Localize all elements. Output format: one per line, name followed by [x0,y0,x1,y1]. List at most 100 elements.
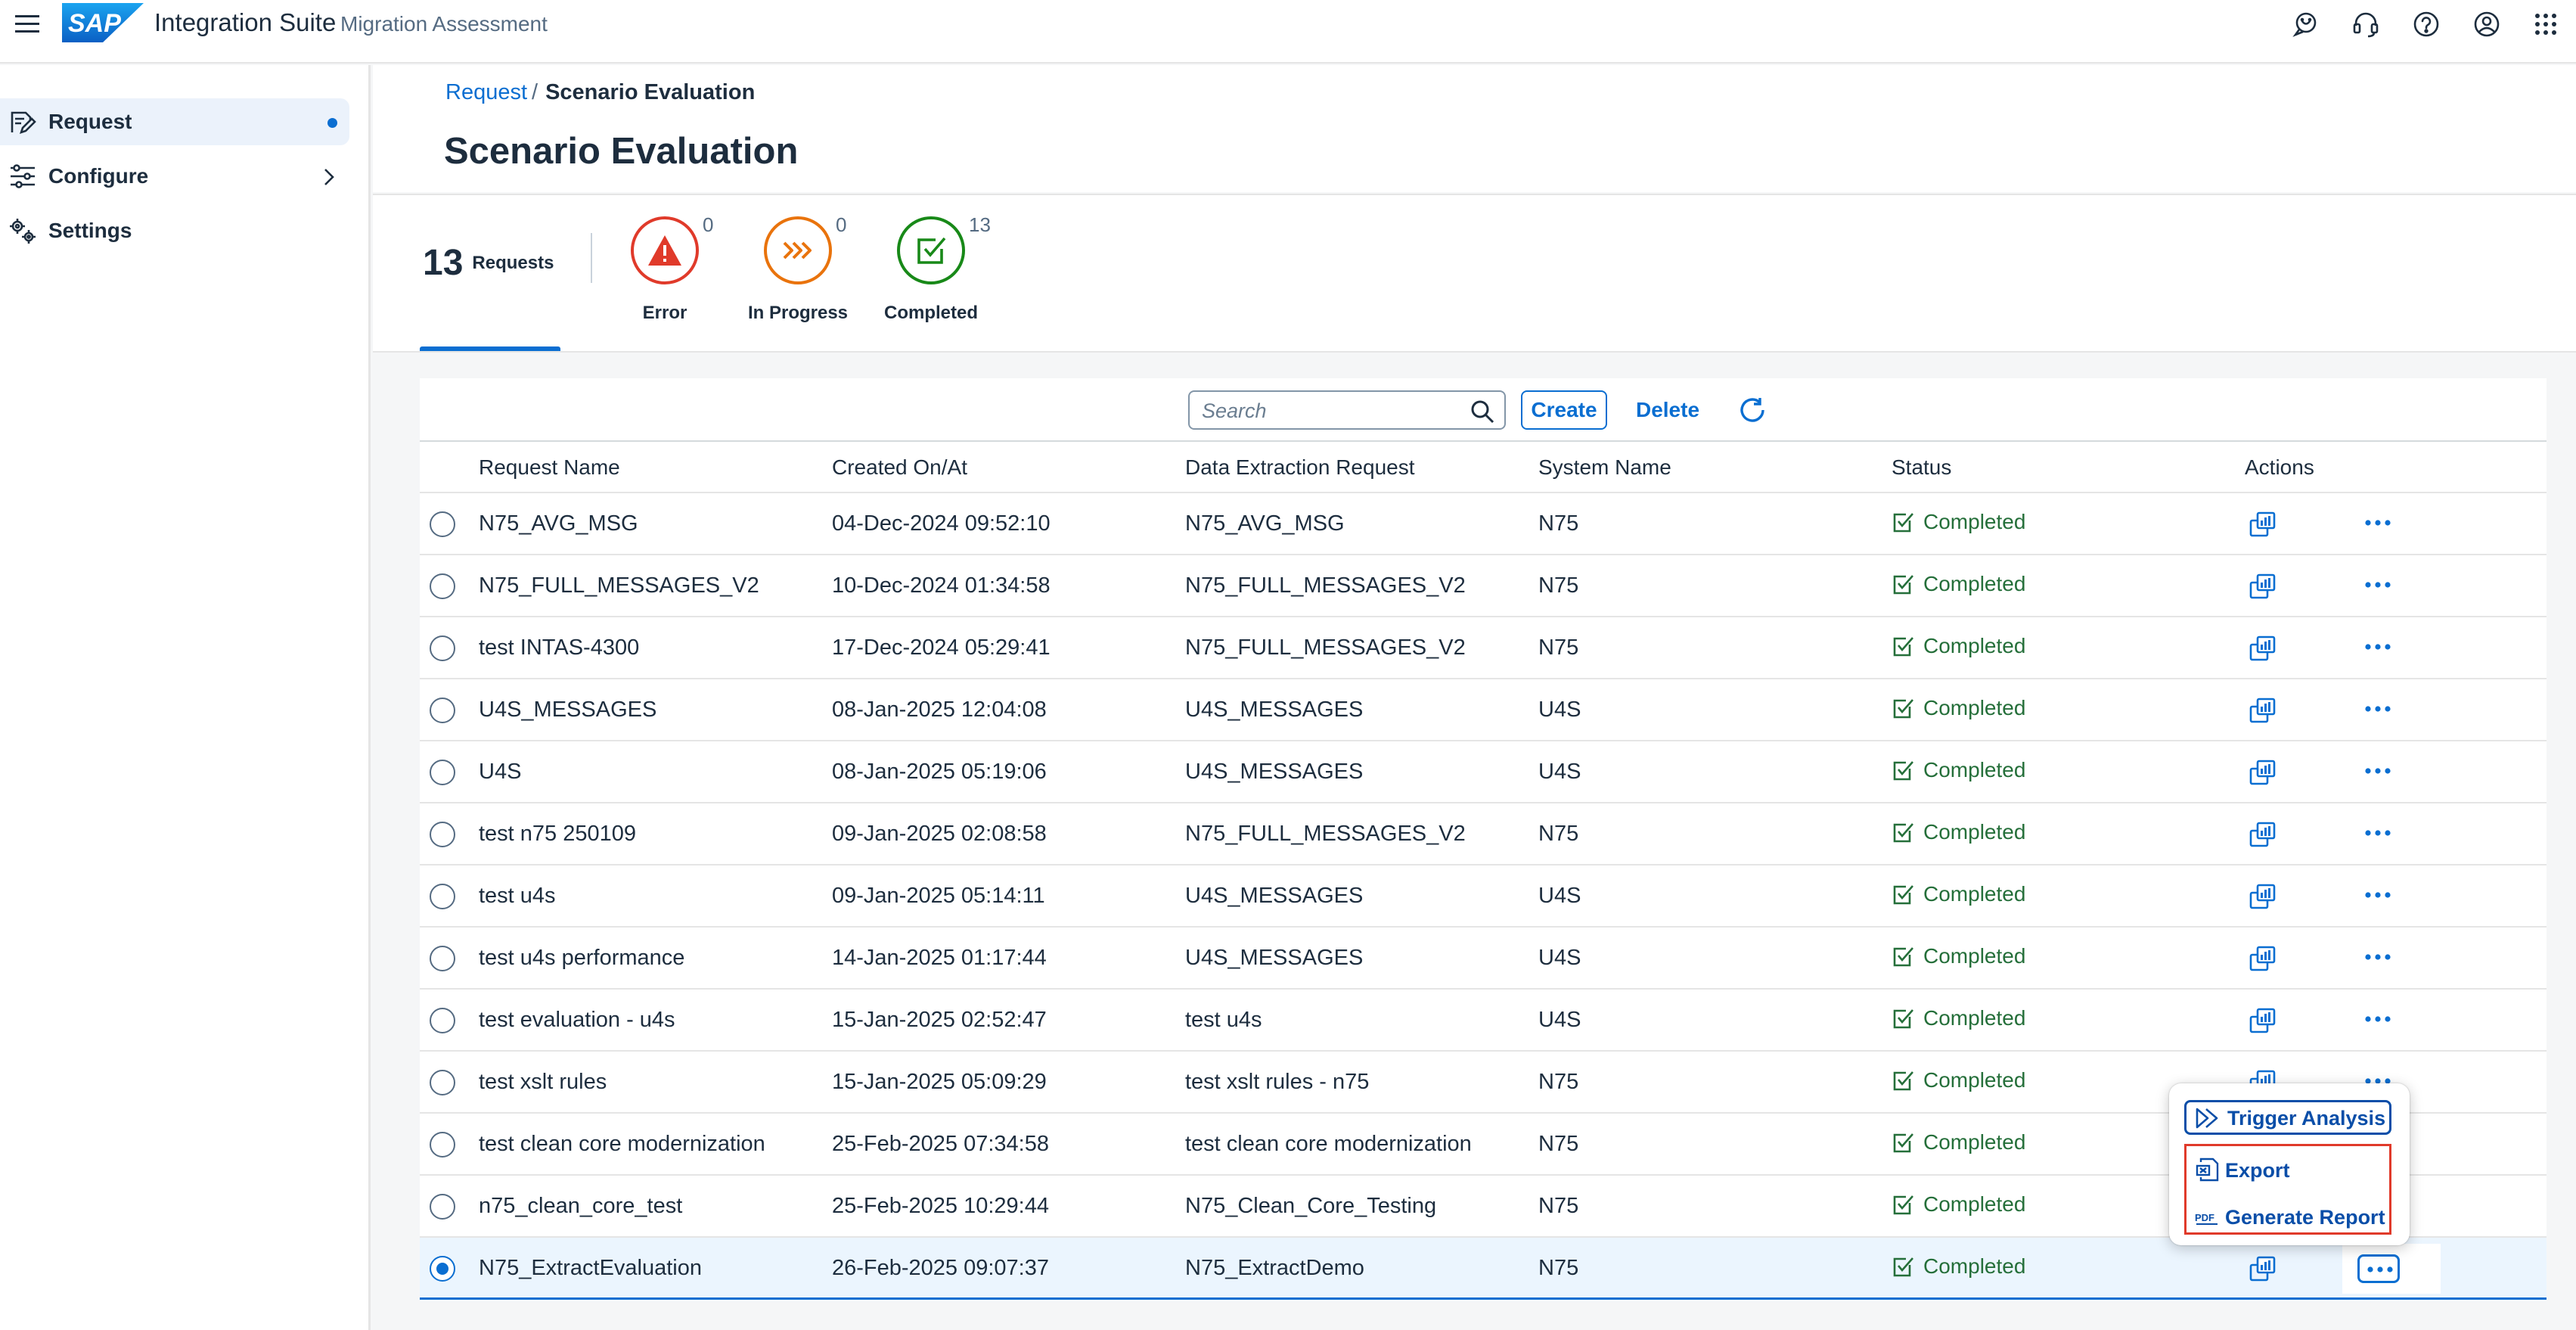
column-header-created[interactable]: Created On/At [832,455,967,479]
row-select-radio[interactable] [430,884,455,909]
cell-system-name: N75 [1538,1070,1579,1094]
table-row[interactable]: U4S_MESSAGES 08-Jan-2025 12:04:08 U4S_MESS… [420,679,2547,741]
status-badge: Completed [1892,510,2025,534]
row-select-radio[interactable] [430,1132,455,1158]
status-filter-bar: 13 Requests 0 Error 0 In Progress 13 Comp… [373,194,2576,353]
search-input[interactable] [1202,398,1459,424]
row-select-radio[interactable] [430,760,455,785]
nav-item-settings[interactable]: Settings [0,207,349,254]
table-row[interactable]: test u4s 09-Jan-2025 05:14:11 U4S_MESSAGES… [420,865,2547,928]
page-header: Request / Scenario Evaluation Scenario Eva… [373,65,2576,192]
column-header-status[interactable]: Status [1892,455,1952,479]
analysis-icon[interactable] [2249,572,2277,601]
more-actions-icon[interactable] [2357,510,2400,539]
table-row[interactable]: N75_AVG_MSG 04-Dec-2024 09:52:10 N75_AVG_M… [420,493,2547,555]
row-select-radio[interactable] [430,1008,455,1033]
search-field[interactable] [1188,390,1506,430]
product-switch-icon[interactable] [2531,9,2561,39]
completed-check-icon [1893,1195,1913,1215]
nav-item-configure[interactable]: Configure [0,153,349,200]
kpi-in-progress[interactable]: 0 In Progress [730,213,866,334]
analysis-icon[interactable] [2249,758,2277,787]
row-select-radio[interactable] [430,1070,455,1095]
row-select-radio[interactable] [430,946,455,971]
refresh-icon[interactable] [1736,393,1769,427]
more-actions-icon[interactable] [2357,820,2400,849]
row-select-radio[interactable] [430,698,455,723]
cell-created: 17-Dec-2024 05:29:41 [832,635,1051,660]
column-header-system-name[interactable]: System Name [1538,455,1671,479]
analysis-icon[interactable] [2249,882,2277,911]
side-navigation: Request Configure Settings [0,65,371,1330]
status-badge: Completed [1892,882,2025,906]
cell-created: 08-Jan-2025 12:04:08 [832,698,1047,722]
table-row[interactable]: n75_clean_core_test 25-Feb-2025 10:29:44 N… [420,1176,2547,1238]
breadcrumb-link-request[interactable]: Request [445,80,528,104]
more-actions-icon[interactable] [2357,882,2400,911]
menu-icon[interactable] [11,11,44,38]
kpi-error-count: 0 [703,213,714,236]
status-text: Completed [1923,1130,2026,1154]
nav-item-request[interactable]: Request [0,98,349,145]
table-row[interactable]: U4S 08-Jan-2025 05:19:06 U4S_MESSAGES U4S Co… [420,741,2547,803]
help-icon[interactable] [2411,9,2441,39]
cell-request-name: test xslt rules [479,1070,607,1094]
cell-data-extraction: N75_FULL_MESSAGES_V2 [1185,635,1466,660]
create-button[interactable]: Create [1521,390,1607,430]
table-row[interactable]: test INTAS-4300 17-Dec-2024 05:29:41 N75_F… [420,617,2547,679]
menu-item-generate-report[interactable]: PDF Generate Report [2195,1206,2385,1229]
kpi-total-requests[interactable]: 13 Requests [423,242,554,284]
menu-item-trigger-analysis[interactable]: Trigger Analysis [2184,1100,2391,1135]
row-select-radio[interactable] [430,1256,455,1282]
more-actions-icon[interactable] [2357,1254,2400,1283]
support-icon[interactable] [2351,9,2381,39]
sap-logo[interactable]: SAP [62,3,144,42]
subproduct-name: Migration Assessment [340,12,548,36]
analysis-icon[interactable] [2249,820,2277,849]
analysis-icon[interactable] [2249,1254,2277,1283]
row-select-radio[interactable] [430,1194,455,1220]
requests-table-card: Create Delete Request Name Created On/At… [420,378,2547,1301]
cell-data-extraction: test u4s [1185,1008,1262,1032]
table-row[interactable]: test n75 250109 09-Jan-2025 02:08:58 N75_F… [420,803,2547,865]
selected-indicator [327,118,337,128]
column-header-data-extraction[interactable]: Data Extraction Request [1185,455,1415,479]
analysis-icon[interactable] [2249,510,2277,539]
more-actions-icon[interactable] [2357,944,2400,973]
more-actions-icon[interactable] [2357,572,2400,601]
analysis-icon[interactable] [2249,944,2277,973]
more-actions-icon[interactable] [2357,758,2400,787]
analysis-icon[interactable] [2249,1006,2277,1035]
more-actions-icon[interactable] [2357,1006,2400,1035]
delete-button[interactable]: Delete [1625,390,1710,430]
cell-system-name: N75 [1538,822,1579,846]
search-icon[interactable] [1470,399,1495,424]
column-header-request-name[interactable]: Request Name [479,455,620,479]
more-actions-icon[interactable] [2357,696,2400,725]
menu-item-export[interactable]: Export [2195,1153,2391,1186]
analysis-icon[interactable] [2249,696,2277,725]
row-select-radio[interactable] [430,511,455,537]
row-select-radio[interactable] [430,635,455,661]
status-badge: Completed [1892,696,2025,720]
kpi-completed[interactable]: 13 Completed [863,213,999,334]
row-select-radio[interactable] [430,573,455,599]
table-row[interactable]: N75_FULL_MESSAGES_V2 10-Dec-2024 01:34:58… [420,555,2547,617]
row-select-radio[interactable] [430,822,455,847]
feedback-icon[interactable] [2290,9,2320,39]
table-row[interactable]: test u4s performance 14-Jan-2025 01:17:44… [420,928,2547,990]
status-text: Completed [1923,1006,2026,1030]
kpi-error[interactable]: 0 Error [597,213,733,334]
table-row[interactable]: test xslt rules 15-Jan-2025 05:09:29 test … [420,1052,2547,1114]
cell-request-name: U4S_MESSAGES [479,698,657,722]
more-actions-icon[interactable] [2357,1068,2400,1097]
user-profile-icon[interactable] [2472,9,2502,39]
export-icon [2196,1158,2219,1182]
more-actions-icon[interactable] [2357,634,2400,663]
table-row[interactable]: test evaluation - u4s 15-Jan-2025 02:52:4… [420,990,2547,1052]
svg-text:SAP: SAP [68,9,121,38]
analysis-icon[interactable] [2249,634,2277,663]
kpi-total-label: Requests [472,252,554,273]
completed-check-icon [1893,1257,1913,1277]
table-row[interactable]: N75_ExtractEvaluation 26-Feb-2025 09:07:3… [420,1238,2547,1300]
